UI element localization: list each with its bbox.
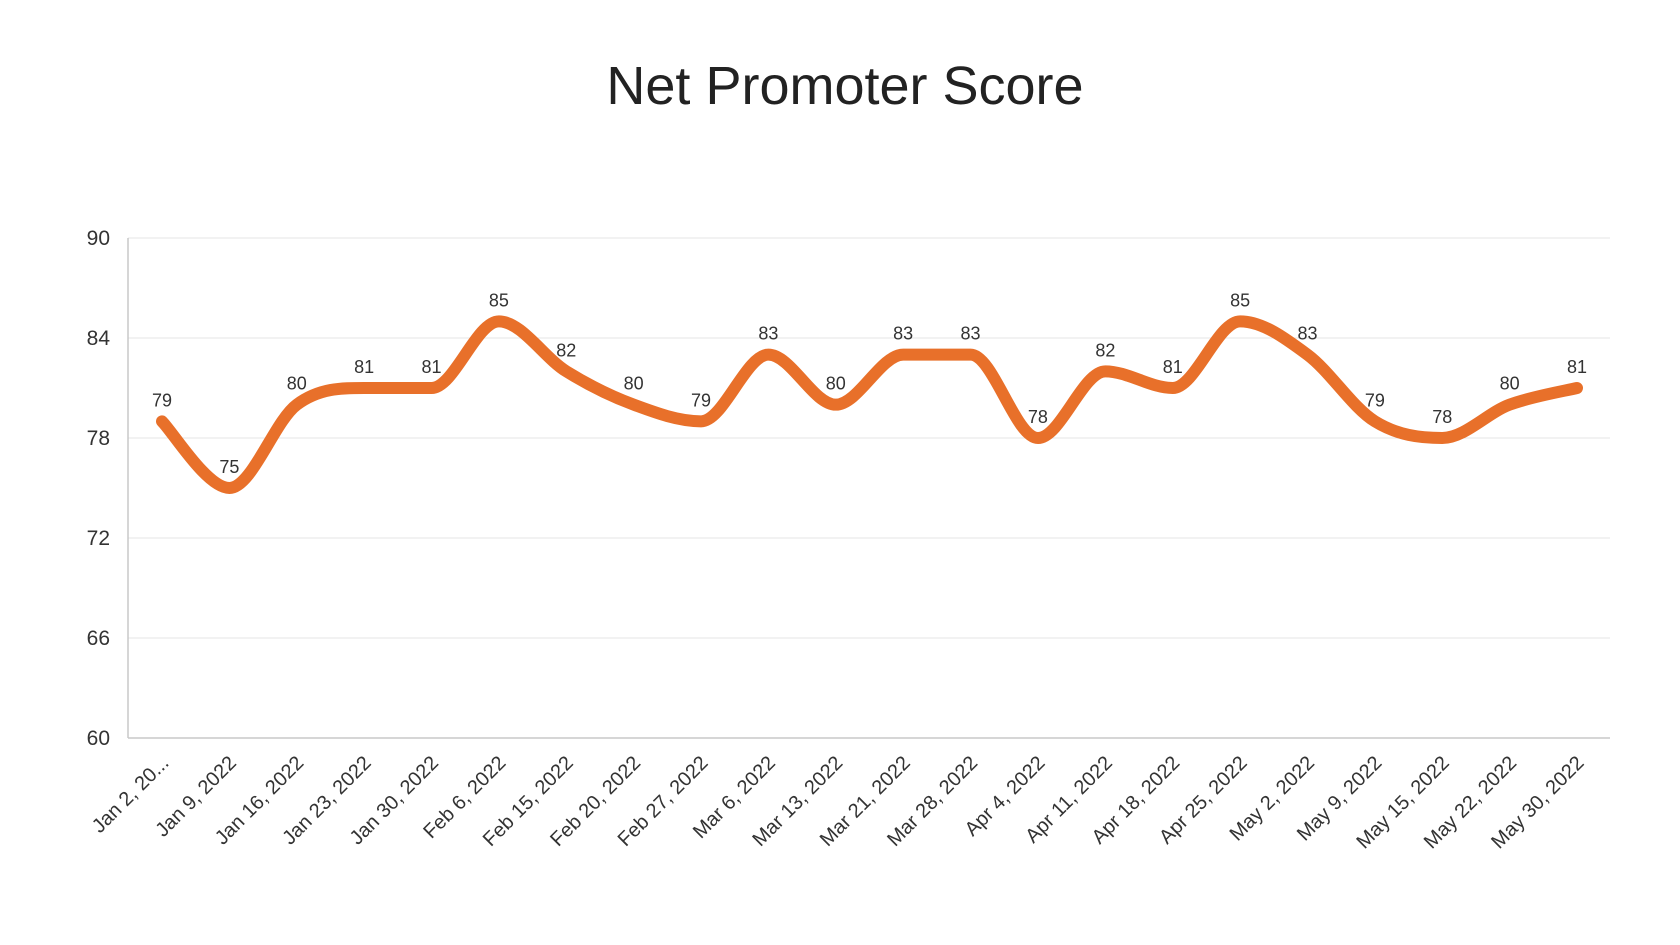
data-label: 83: [961, 324, 981, 344]
data-point: [1032, 432, 1044, 444]
nps-series-line: [156, 315, 1583, 494]
data-point: [1504, 399, 1516, 411]
data-label: 78: [1028, 407, 1048, 427]
data-point: [291, 399, 303, 411]
data-label: 81: [422, 357, 442, 377]
data-point: [762, 349, 774, 361]
data-point: [628, 399, 640, 411]
data-point: [897, 349, 909, 361]
data-label: 79: [691, 390, 711, 410]
data-point: [223, 482, 235, 494]
y-tick-label: 66: [87, 627, 110, 650]
data-label: 83: [893, 324, 913, 344]
data-point: [560, 365, 572, 377]
y-tick-label: 78: [87, 427, 110, 450]
axes: [127, 238, 1610, 739]
data-point: [695, 415, 707, 427]
chart-title: Net Promoter Score: [606, 56, 1083, 116]
data-label: 83: [758, 324, 778, 344]
data-point: [1301, 349, 1313, 361]
data-label: 85: [489, 290, 509, 310]
y-axis-ticks: 60 66 72 78 84 90: [87, 227, 111, 750]
data-label: 75: [219, 457, 239, 477]
data-point: [156, 415, 168, 427]
data-label: 78: [1432, 407, 1452, 427]
data-point: [358, 382, 370, 394]
series-line-layer: [156, 315, 1583, 494]
data-point: [830, 399, 842, 411]
data-label: 80: [1500, 374, 1520, 394]
data-label: 82: [1095, 340, 1115, 360]
y-tick-label: 84: [87, 327, 111, 350]
data-point: [1167, 382, 1179, 394]
data-point: [493, 315, 505, 327]
data-point: [1436, 432, 1448, 444]
data-label: 81: [354, 357, 374, 377]
data-point: [965, 349, 977, 361]
y-tick-label: 60: [87, 727, 110, 750]
gridlines: [128, 237, 1610, 639]
y-tick-label: 90: [87, 227, 110, 250]
data-labels: 79 75 80 81 81 85 82 80 79 83 80 83 83 78 82 81 85 83 79 78…: [152, 290, 1587, 477]
data-point: [1369, 415, 1381, 427]
data-label: 85: [1230, 290, 1250, 310]
data-point: [1234, 315, 1246, 327]
y-tick-label: 72: [87, 527, 110, 550]
data-label: 82: [556, 340, 576, 360]
data-point: [426, 382, 438, 394]
data-label: 80: [826, 374, 846, 394]
data-label: 80: [287, 374, 307, 394]
data-point: [1571, 382, 1583, 394]
data-label: 79: [152, 390, 172, 410]
data-label: 81: [1567, 357, 1587, 377]
data-point: [1099, 365, 1111, 377]
data-label: 80: [624, 374, 644, 394]
data-label: 83: [1297, 324, 1317, 344]
data-label: 81: [1163, 357, 1183, 377]
data-label: 79: [1365, 390, 1385, 410]
